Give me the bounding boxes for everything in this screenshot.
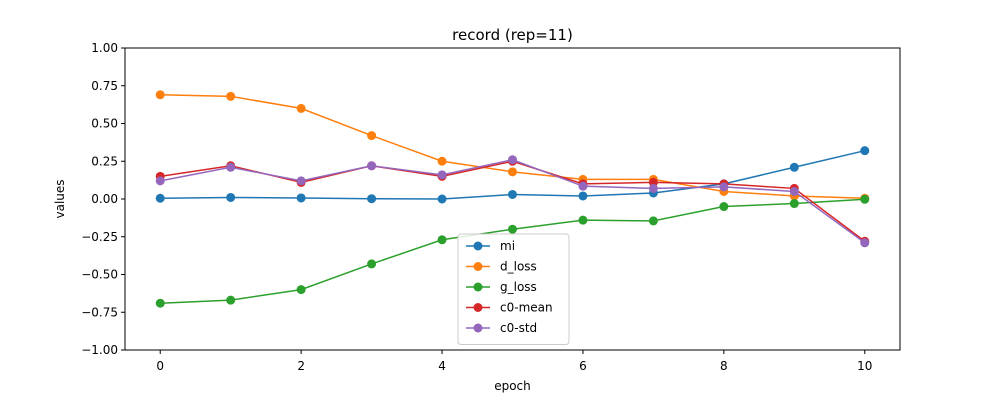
y-tick-label: −0.75 [81,305,118,319]
data-point [155,298,165,308]
legend-box [457,233,570,345]
data-point [508,167,517,177]
data-point [437,156,447,166]
y-tick-label: 0.50 [91,117,118,131]
data-point [508,155,517,165]
x-tick-label: 10 [857,359,872,373]
legend-label: g_loss [500,280,537,294]
legend-marker [473,282,483,292]
data-point [719,182,729,192]
legend-label: d_loss [500,260,537,274]
y-axis: −1.00 −0.75 −0.50 −0.25 0.00 0.25 0.50 0.75 1.00 [81,41,125,357]
data-point [648,183,658,193]
legend-item: mi [466,239,515,253]
x-axis: 0 2 4 6 8 10 [156,350,872,373]
legend-marker [473,262,483,271]
x-tick-label: 2 [297,359,305,373]
x-tick-label: 0 [156,359,164,373]
data-point [437,235,447,245]
series-mi [155,146,870,204]
y-tick-label: −0.50 [81,268,118,282]
y-tick-label: 1.00 [91,41,118,55]
legend-item: d_loss [466,260,537,274]
x-axis-label: epoch [494,379,531,393]
y-tick-label: 0.25 [91,154,118,168]
x-tick-label: 8 [720,359,728,373]
data-point [508,189,517,199]
data-point [860,194,870,204]
data-point [296,193,306,203]
legend: mi d_loss g_loss c0-mean c0-std [457,233,570,345]
series-g_loss [155,194,870,308]
series-c0-std [155,155,870,248]
data-point [367,194,377,204]
data-point [719,202,729,212]
data-point [226,192,236,202]
data-point [155,176,165,186]
y-axis-label: values [53,179,67,218]
legend-marker [473,303,483,312]
data-point [508,224,517,234]
chart-title: record (rep=11) [452,26,573,44]
data-point [789,162,799,172]
y-tick-label: −1.00 [81,343,118,357]
legend-label: c0-std [500,321,537,335]
data-point [226,91,236,101]
data-point [789,199,799,209]
y-tick-label: −0.25 [81,230,118,244]
data-point [648,216,658,226]
x-tick-label: 4 [438,359,446,373]
data-point [155,90,165,100]
data-point [578,181,588,191]
data-point [367,161,377,171]
y-tick-label: 0.75 [91,79,118,93]
legend-item: c0-std [466,321,537,335]
legend-marker [473,241,483,251]
data-point [226,295,236,305]
data-point [437,170,447,180]
data-point [296,103,306,113]
legend-label: c0-mean [500,301,553,315]
data-point [789,186,799,196]
data-point [296,176,306,186]
legend-marker [473,323,483,333]
data-point [437,194,447,204]
legend-item: g_loss [466,280,537,294]
y-tick-label: 0.00 [91,192,118,206]
data-point [860,146,870,156]
series-line [160,94,865,199]
data-point [226,162,236,172]
data-point [367,259,377,269]
data-point [367,131,377,141]
data-point [860,238,870,248]
x-tick-label: 6 [579,359,587,373]
legend-item: c0-mean [466,301,553,315]
legend-label: mi [500,239,515,253]
series-layer [155,90,870,308]
data-point [155,193,165,203]
data-point [578,191,588,201]
data-point [296,285,306,295]
data-point [578,215,588,225]
